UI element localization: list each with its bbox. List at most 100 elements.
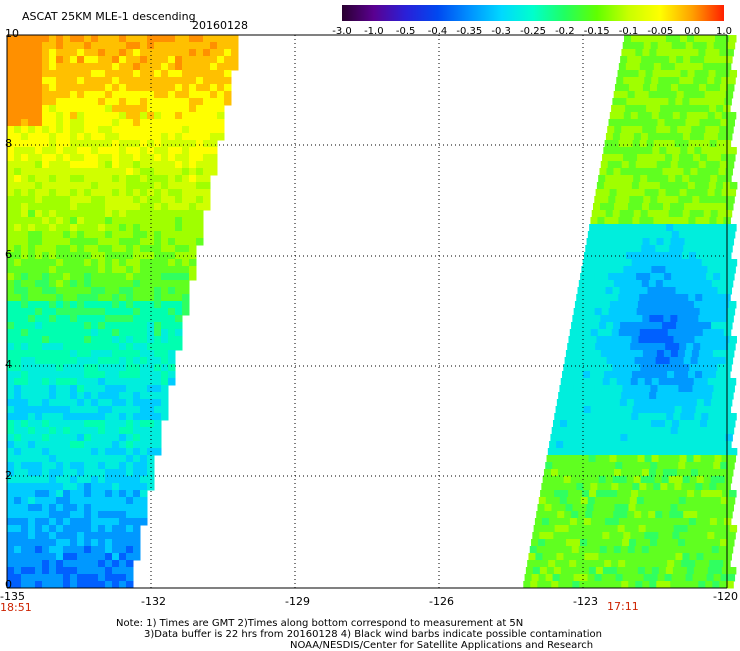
left-swath-cell (35, 112, 43, 120)
right-swath-cell (573, 574, 582, 582)
left-swath-cell (224, 35, 232, 43)
right-swath-cell (625, 483, 633, 491)
right-swath-cell (633, 441, 641, 449)
right-swath-cell (694, 259, 703, 267)
left-swath-cell (70, 273, 78, 281)
left-swath-cell (161, 308, 169, 316)
right-swath-cell (652, 448, 661, 456)
left-swath-cell (112, 133, 120, 141)
left-swath-cell (84, 315, 92, 323)
left-swath-cell (105, 133, 113, 141)
right-swath-cell (701, 35, 709, 43)
left-swath-cell (42, 455, 50, 463)
right-swath-cell (680, 259, 689, 267)
right-swath-cell (600, 203, 608, 211)
left-swath-cell (161, 315, 169, 323)
right-swath-cell (598, 287, 607, 295)
right-swath-cell (636, 420, 645, 428)
right-swath-cell (556, 441, 564, 449)
right-swath-cell (554, 413, 562, 421)
right-swath-cell (564, 469, 573, 477)
right-swath-cell (663, 203, 671, 211)
right-swath-cell (651, 154, 659, 162)
left-swath-cell (133, 140, 141, 148)
left-swath-cell (133, 308, 141, 316)
left-swath-cell (133, 546, 141, 554)
right-swath-cell (674, 63, 683, 71)
right-swath-cell (637, 532, 645, 540)
right-swath-cell (536, 546, 545, 554)
right-swath-cell (624, 259, 633, 267)
right-swath-cell (615, 462, 623, 470)
note-line-1: Note: 1) Times are GMT 2)Times along bot… (116, 618, 524, 629)
left-swath-cell (70, 252, 78, 260)
right-swath-cell (575, 413, 583, 421)
right-swath-cell (655, 546, 664, 554)
left-swath-cell (35, 266, 43, 274)
left-swath-cell (77, 392, 85, 400)
right-swath-cell (688, 329, 697, 337)
right-swath-cell (539, 532, 547, 540)
right-swath-cell (654, 175, 662, 183)
left-swath-cell (91, 525, 99, 533)
right-swath-cell (588, 455, 597, 463)
left-swath-cell (189, 224, 197, 232)
right-swath-cell (709, 63, 718, 71)
right-swath-cell (706, 119, 715, 127)
right-swath-cell (693, 189, 702, 197)
left-swath-cell (105, 469, 113, 477)
right-swath-cell (708, 448, 717, 456)
left-swath-cell (112, 224, 120, 232)
right-swath-cell (608, 196, 616, 204)
left-swath-cell (28, 532, 36, 540)
left-swath-cell (42, 364, 50, 372)
left-swath-cell (119, 84, 127, 92)
right-swath-cell (563, 476, 572, 484)
right-swath-cell (673, 182, 682, 190)
right-swath-cell (693, 112, 702, 120)
left-swath-cell (182, 161, 190, 169)
left-swath-cell (84, 518, 92, 526)
left-swath-cell (119, 154, 127, 162)
left-swath-cell (105, 329, 113, 337)
left-swath-cell (42, 196, 50, 204)
right-swath-cell (602, 567, 611, 575)
right-swath-cell (715, 224, 723, 232)
left-swath-cell (77, 574, 85, 582)
right-swath-cell (581, 343, 589, 351)
left-swath-cell (161, 406, 169, 414)
right-swath-cell (644, 77, 652, 85)
left-swath-cell (196, 126, 204, 134)
left-swath-cell (7, 427, 15, 435)
left-swath-cell (49, 140, 57, 148)
colorbar-label: -0.35 (456, 26, 483, 37)
left-swath-cell (63, 105, 71, 113)
left-swath-cell (168, 189, 176, 197)
left-swath-cell (91, 350, 99, 358)
right-swath-cell (680, 413, 688, 421)
left-swath-cell (182, 175, 190, 183)
left-swath-cell (112, 539, 120, 547)
left-swath-cell (42, 140, 50, 148)
right-swath-cell (658, 532, 666, 540)
left-swath-cell (189, 119, 197, 127)
left-swath-cell (28, 112, 36, 120)
right-swath-cell (708, 413, 716, 421)
right-swath-cell (628, 84, 637, 92)
right-swath-cell (642, 126, 650, 134)
left-swath-cell (112, 483, 120, 491)
left-swath-cell (154, 112, 162, 120)
left-swath-cell (14, 70, 22, 78)
right-swath-cell (608, 497, 617, 505)
right-swath-cell (705, 427, 714, 435)
left-swath-cell (49, 336, 57, 344)
left-swath-cell (140, 259, 148, 267)
right-swath-cell (622, 231, 631, 239)
left-swath-cell (203, 119, 211, 127)
left-swath-cell (154, 294, 162, 302)
right-swath-cell (630, 532, 638, 540)
right-swath-cell (716, 252, 725, 260)
left-swath-cell (28, 182, 36, 190)
left-swath-cell (161, 84, 169, 92)
left-swath-cell (98, 294, 106, 302)
